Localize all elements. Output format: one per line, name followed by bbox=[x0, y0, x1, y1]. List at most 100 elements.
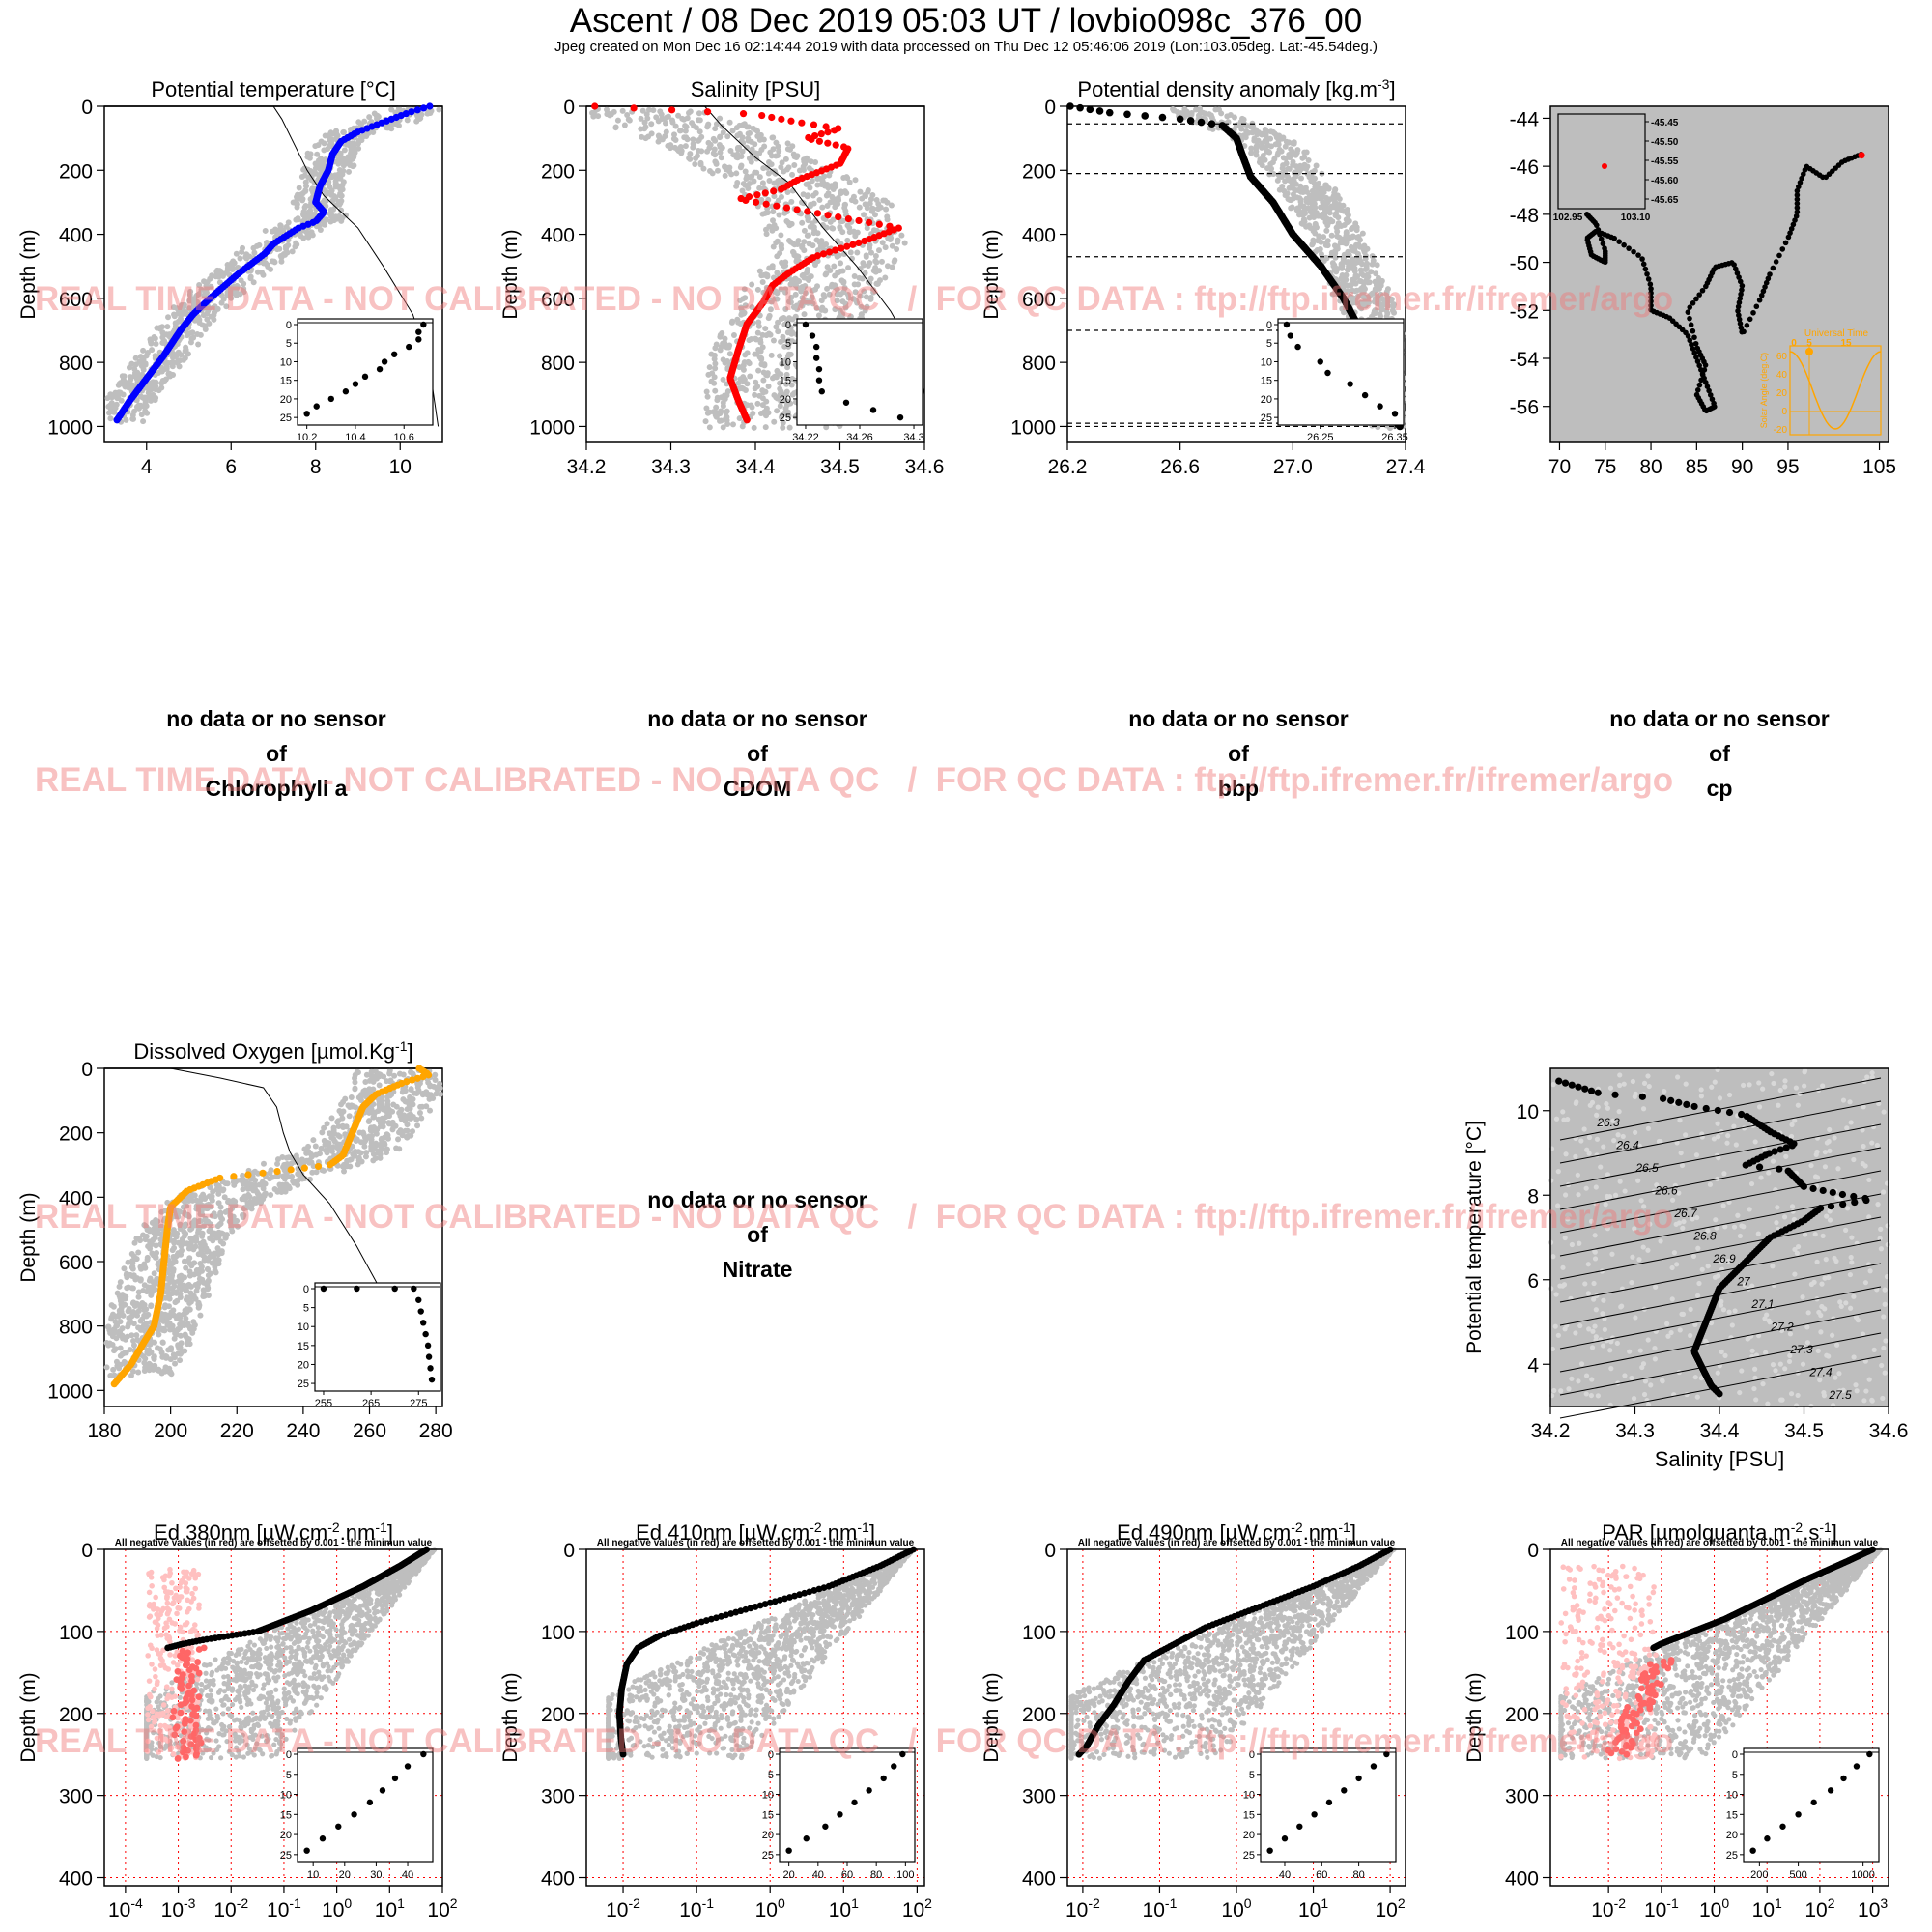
archive-point bbox=[107, 402, 114, 409]
archive-point bbox=[1382, 301, 1389, 308]
archive-point bbox=[1306, 222, 1313, 229]
archive-point bbox=[208, 313, 214, 320]
archive-point bbox=[1334, 233, 1341, 240]
y-tick-label: -54 bbox=[1510, 349, 1540, 371]
archive-point bbox=[361, 118, 368, 125]
profile-point bbox=[1197, 118, 1206, 127]
archive-point bbox=[197, 1312, 204, 1319]
solar-inset-y-label: 0 bbox=[1781, 407, 1787, 417]
archive-point bbox=[831, 284, 838, 291]
archive-point bbox=[340, 128, 347, 135]
archive-point bbox=[878, 258, 885, 265]
profile-point bbox=[743, 416, 751, 424]
archive-point bbox=[1218, 110, 1225, 117]
archive-point bbox=[720, 376, 726, 383]
archive-point bbox=[733, 170, 740, 177]
archive-point bbox=[129, 412, 136, 418]
x-tick-label: 90 bbox=[1731, 456, 1753, 478]
track-point bbox=[1616, 239, 1622, 244]
archive-point bbox=[770, 209, 777, 215]
archive-point bbox=[174, 1316, 181, 1322]
archive-point bbox=[835, 194, 841, 201]
archive-point bbox=[751, 424, 757, 431]
archive-point bbox=[1260, 130, 1266, 137]
archive-point bbox=[427, 109, 434, 116]
archive-point bbox=[177, 1357, 184, 1364]
archive-point bbox=[826, 291, 833, 298]
archive-point bbox=[713, 413, 720, 420]
archive-point bbox=[128, 1332, 135, 1339]
inset-point bbox=[802, 321, 810, 328]
archive-point bbox=[776, 212, 782, 218]
archive-point bbox=[1294, 205, 1301, 212]
profile-point bbox=[630, 104, 638, 112]
inset-y-tick-label: 20 bbox=[1261, 394, 1272, 406]
archive-point bbox=[872, 253, 879, 260]
profile-point bbox=[813, 210, 822, 217]
archive-point bbox=[763, 405, 770, 412]
archive-point bbox=[1332, 211, 1339, 217]
archive-point bbox=[765, 170, 772, 177]
profile-point bbox=[761, 189, 769, 197]
archive-point bbox=[880, 197, 887, 204]
archive-point bbox=[1313, 210, 1320, 216]
archive-point bbox=[275, 229, 282, 236]
archive-point bbox=[343, 1123, 350, 1130]
archive-point bbox=[347, 160, 354, 167]
archive-point bbox=[147, 383, 154, 389]
profile-point bbox=[793, 206, 801, 213]
archive-point bbox=[883, 206, 890, 213]
archive-point bbox=[759, 180, 766, 186]
archive-point bbox=[1278, 134, 1285, 141]
archive-point bbox=[164, 324, 171, 330]
archive-point bbox=[774, 153, 781, 159]
archive-point bbox=[682, 143, 689, 150]
profile-point bbox=[1095, 107, 1104, 115]
profile-point bbox=[1158, 113, 1167, 122]
inset-x-tick-label: 26.35 bbox=[1381, 432, 1408, 443]
archive-point bbox=[692, 160, 698, 167]
archive-point bbox=[683, 124, 690, 130]
archive-point bbox=[762, 424, 769, 431]
profile-point bbox=[832, 141, 839, 149]
archive-point bbox=[285, 242, 292, 248]
current-position-marker bbox=[1858, 152, 1865, 159]
profile-point bbox=[810, 121, 818, 128]
archive-point bbox=[806, 241, 812, 247]
archive-point bbox=[1305, 156, 1312, 163]
archive-point bbox=[672, 123, 679, 129]
archive-point bbox=[696, 117, 703, 124]
archive-point bbox=[765, 158, 772, 165]
archive-point bbox=[147, 338, 154, 345]
archive-point bbox=[749, 281, 755, 288]
archive-point bbox=[366, 114, 373, 121]
archive-point bbox=[841, 204, 848, 211]
archive-point bbox=[770, 337, 777, 344]
archive-point bbox=[256, 1181, 263, 1188]
archive-point bbox=[1227, 111, 1234, 118]
profile-point bbox=[855, 216, 863, 225]
x-tick-label: 8 bbox=[310, 456, 322, 478]
archive-point bbox=[327, 218, 334, 225]
inset-x-tick-label: 10.4 bbox=[345, 432, 365, 443]
archive-point bbox=[703, 388, 710, 395]
archive-point bbox=[863, 294, 869, 300]
track-point bbox=[1598, 236, 1605, 242]
profile-point bbox=[1176, 115, 1184, 124]
archive-point bbox=[1319, 211, 1325, 217]
archive-point bbox=[804, 155, 810, 161]
archive-point bbox=[709, 170, 716, 177]
zoom-inset-position bbox=[1602, 163, 1607, 169]
track-point bbox=[1690, 327, 1696, 334]
archive-point bbox=[243, 1180, 250, 1187]
archive-point bbox=[825, 190, 832, 197]
archive-point bbox=[191, 1217, 198, 1224]
profile-point bbox=[668, 106, 676, 114]
archive-point bbox=[686, 109, 693, 116]
archive-point bbox=[768, 298, 775, 305]
archive-point bbox=[788, 220, 795, 227]
archive-point bbox=[786, 424, 793, 431]
archive-point bbox=[752, 141, 758, 148]
archive-point bbox=[1332, 186, 1339, 193]
inset-point bbox=[327, 395, 334, 403]
